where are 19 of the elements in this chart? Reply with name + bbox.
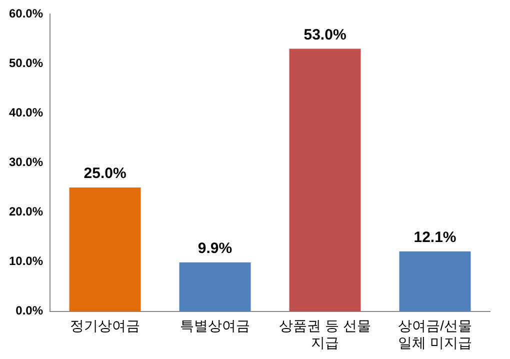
y-tick-label: 20.0% bbox=[8, 204, 44, 219]
y-tick-label: 40.0% bbox=[8, 105, 44, 120]
bar bbox=[69, 187, 141, 312]
data-label: 25.0% bbox=[84, 165, 126, 182]
y-tick-label: 50.0% bbox=[8, 56, 44, 70]
y-tick-label: 0.0% bbox=[16, 304, 44, 318]
data-label: 53.0% bbox=[304, 26, 346, 44]
data-label: 9.9% bbox=[198, 240, 232, 257]
x-tick-label: 정기상여금 bbox=[70, 318, 140, 334]
bar bbox=[289, 48, 361, 312]
y-tick-label: 60.0% bbox=[8, 6, 44, 20]
y-tick-label: 30.0% bbox=[8, 155, 44, 170]
x-tick-label: 특별상여금 bbox=[180, 318, 250, 334]
bar bbox=[399, 251, 471, 312]
x-tick-label: 상품권 등 선물 지급 bbox=[279, 318, 371, 350]
data-label: 12.1% bbox=[414, 229, 456, 246]
y-tick-label: 10.0% bbox=[8, 254, 44, 268]
bar bbox=[179, 262, 251, 312]
x-tick-label: 상여금/선물 일체 미지급 bbox=[398, 318, 472, 350]
